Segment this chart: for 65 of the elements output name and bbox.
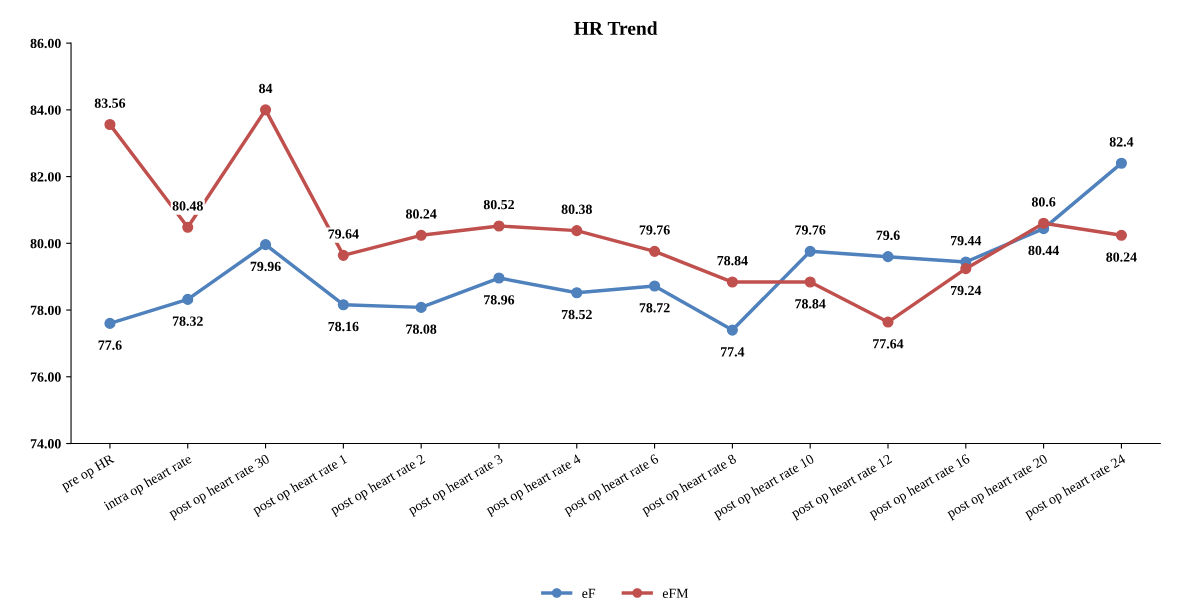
data-label: 82.4: [1109, 137, 1134, 147]
data-label: 79.44: [950, 235, 982, 246]
y-tick-label: 74.00: [30, 439, 61, 449]
data-label: 78.72: [639, 303, 670, 313]
data-label: 78.84: [717, 255, 748, 266]
data-label: 80.24: [1106, 252, 1137, 262]
data-label: 79.6: [876, 230, 900, 241]
point: [882, 251, 894, 263]
point: [804, 276, 816, 288]
y-tick-label: 82.00: [30, 172, 61, 182]
data-label: 79.76: [795, 225, 826, 235]
point: [649, 245, 661, 257]
data-label: 80.24: [406, 209, 437, 219]
data-label: 78.08: [406, 324, 437, 334]
point: [571, 225, 583, 237]
data-label: 77.4: [721, 347, 745, 357]
data-label: 80.52: [483, 199, 514, 210]
point: [960, 263, 972, 275]
point: [259, 239, 272, 251]
legend-label: eF: [582, 588, 596, 599]
data-label: 79.64: [328, 229, 359, 239]
data-label: 80.6: [1031, 197, 1056, 207]
point: [1115, 229, 1127, 241]
point: [493, 272, 505, 284]
point: [337, 299, 349, 311]
point: [415, 229, 427, 241]
point: [104, 118, 116, 131]
data-label: 78.84: [795, 299, 826, 309]
data-label: 77.64: [873, 339, 904, 349]
y-tick-label: 86.00: [30, 38, 61, 49]
point: [804, 245, 816, 257]
point: [726, 276, 738, 288]
chart-title: HR Trend: [574, 21, 658, 35]
point: [182, 293, 194, 305]
data-label: 79.24: [950, 285, 982, 296]
data-label: 79.96: [250, 261, 281, 272]
point: [726, 324, 738, 336]
point: [1115, 157, 1127, 169]
data-label: 78.96: [484, 295, 515, 305]
point: [882, 316, 894, 328]
data-label: 78.32: [172, 316, 203, 326]
point: [259, 104, 272, 116]
data-label: 78.16: [328, 321, 359, 332]
y-tick-label: 76.00: [30, 372, 61, 382]
data-label: 80.38: [561, 204, 592, 214]
y-tick-label: 78.00: [30, 305, 61, 316]
point: [182, 221, 194, 233]
y-tick-label: 80.00: [30, 238, 61, 249]
point: [571, 287, 583, 299]
point: [415, 301, 427, 313]
x-tick-label: pre op HR: [60, 453, 117, 493]
legend-label: eFM: [662, 588, 689, 599]
point: [337, 249, 349, 261]
point: [649, 280, 661, 292]
data-label: 77.6: [98, 340, 122, 350]
point: [493, 220, 505, 232]
point: [1038, 217, 1050, 229]
data-label: 78.52: [561, 309, 592, 320]
point: [104, 317, 116, 329]
data-label: 80.44: [1028, 245, 1059, 256]
y-tick-label: 84.00: [30, 105, 61, 115]
data-label: 84: [259, 83, 273, 94]
data-label: 79.76: [639, 225, 670, 235]
data-label: 80.48: [172, 201, 203, 211]
data-label: 83.56: [94, 98, 126, 108]
